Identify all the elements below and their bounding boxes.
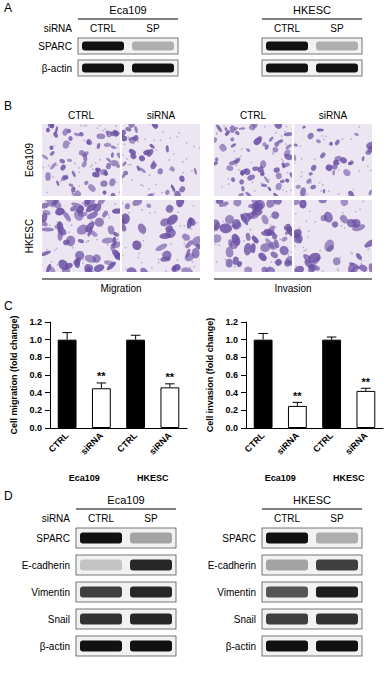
svg-text:Eca109: Eca109: [109, 4, 146, 16]
svg-text:siRNA: siRNA: [147, 110, 176, 121]
svg-text:0.4: 0.4: [225, 388, 238, 398]
svg-text:SP: SP: [330, 23, 344, 34]
svg-text:SPARC: SPARC: [36, 533, 70, 544]
svg-text:Vimentin: Vimentin: [31, 587, 70, 598]
svg-text:SP: SP: [146, 23, 160, 34]
svg-text:CTRL: CTRL: [90, 23, 117, 34]
svg-text:SPARC: SPARC: [38, 41, 72, 52]
svg-text:Eca109: Eca109: [69, 473, 100, 483]
svg-text:HKESC: HKESC: [137, 473, 169, 483]
svg-text:Vimentin: Vimentin: [217, 587, 256, 598]
svg-text:β-actin: β-actin: [40, 641, 70, 652]
svg-text:siRNA: siRNA: [319, 110, 348, 121]
svg-text:Snail: Snail: [234, 614, 256, 625]
svg-text:C: C: [4, 299, 13, 313]
svg-text:B: B: [4, 99, 12, 113]
svg-text:HKESC: HKESC: [24, 219, 35, 253]
svg-text:β-actin: β-actin: [226, 641, 256, 652]
svg-text:Cell invasion (fold change): Cell invasion (fold change): [205, 318, 215, 433]
svg-text:CTRL: CTRL: [274, 513, 301, 524]
svg-text:0.4: 0.4: [29, 388, 42, 398]
svg-text:**: **: [362, 376, 371, 388]
svg-text:siRNA: siRNA: [275, 430, 301, 456]
svg-text:CTRL: CTRL: [274, 23, 301, 34]
svg-text:CTRL: CTRL: [68, 110, 95, 121]
svg-text:**: **: [97, 370, 106, 382]
svg-text:HKESC: HKESC: [293, 4, 331, 16]
svg-text:Snail: Snail: [48, 614, 70, 625]
svg-text:0.0: 0.0: [225, 423, 238, 433]
svg-text:1.0: 1.0: [29, 335, 42, 345]
svg-text:CTRL: CTRL: [47, 430, 71, 454]
svg-text:CTRL: CTRL: [240, 110, 267, 121]
svg-text:A: A: [4, 1, 12, 15]
svg-text:0.6: 0.6: [29, 370, 42, 380]
svg-text:SP: SP: [330, 513, 344, 524]
svg-text:siRNA: siRNA: [79, 430, 105, 456]
svg-text:1.2: 1.2: [29, 317, 42, 327]
svg-text:SPARC: SPARC: [222, 533, 256, 544]
svg-text:E-cadherin: E-cadherin: [208, 560, 256, 571]
svg-text:siRNA: siRNA: [147, 430, 173, 456]
svg-text:**: **: [166, 371, 175, 383]
svg-text:CTRL: CTRL: [243, 430, 267, 454]
svg-text:0.8: 0.8: [225, 352, 238, 362]
svg-text:β-actin: β-actin: [42, 63, 72, 74]
svg-text:SP: SP: [144, 513, 158, 524]
svg-text:CTRL: CTRL: [115, 430, 139, 454]
svg-text:CTRL: CTRL: [88, 513, 115, 524]
svg-text:siRNA: siRNA: [42, 513, 71, 524]
svg-text:1.0: 1.0: [225, 335, 238, 345]
svg-text:0.0: 0.0: [29, 423, 42, 433]
svg-text:Eca109: Eca109: [107, 494, 144, 506]
svg-text:0.8: 0.8: [29, 352, 42, 362]
svg-text:HKESC: HKESC: [293, 494, 331, 506]
svg-text:siRNA: siRNA: [44, 23, 73, 34]
svg-text:E-cadherin: E-cadherin: [22, 560, 70, 571]
svg-text:Migration: Migration: [100, 283, 141, 294]
svg-text:HKESC: HKESC: [333, 473, 365, 483]
svg-text:Eca109: Eca109: [265, 473, 296, 483]
svg-text:1.2: 1.2: [225, 317, 238, 327]
svg-text:0.2: 0.2: [225, 405, 238, 415]
svg-text:Invasion: Invasion: [274, 283, 311, 294]
svg-text:D: D: [4, 489, 13, 503]
svg-text:Eca109: Eca109: [24, 143, 35, 177]
svg-text:0.2: 0.2: [29, 405, 42, 415]
svg-text:siRNA: siRNA: [343, 430, 369, 456]
svg-text:0.6: 0.6: [225, 370, 238, 380]
svg-text:Cell migration (fold change): Cell migration (fold change): [9, 315, 19, 434]
svg-text:CTRL: CTRL: [311, 430, 335, 454]
svg-text:**: **: [293, 390, 302, 402]
